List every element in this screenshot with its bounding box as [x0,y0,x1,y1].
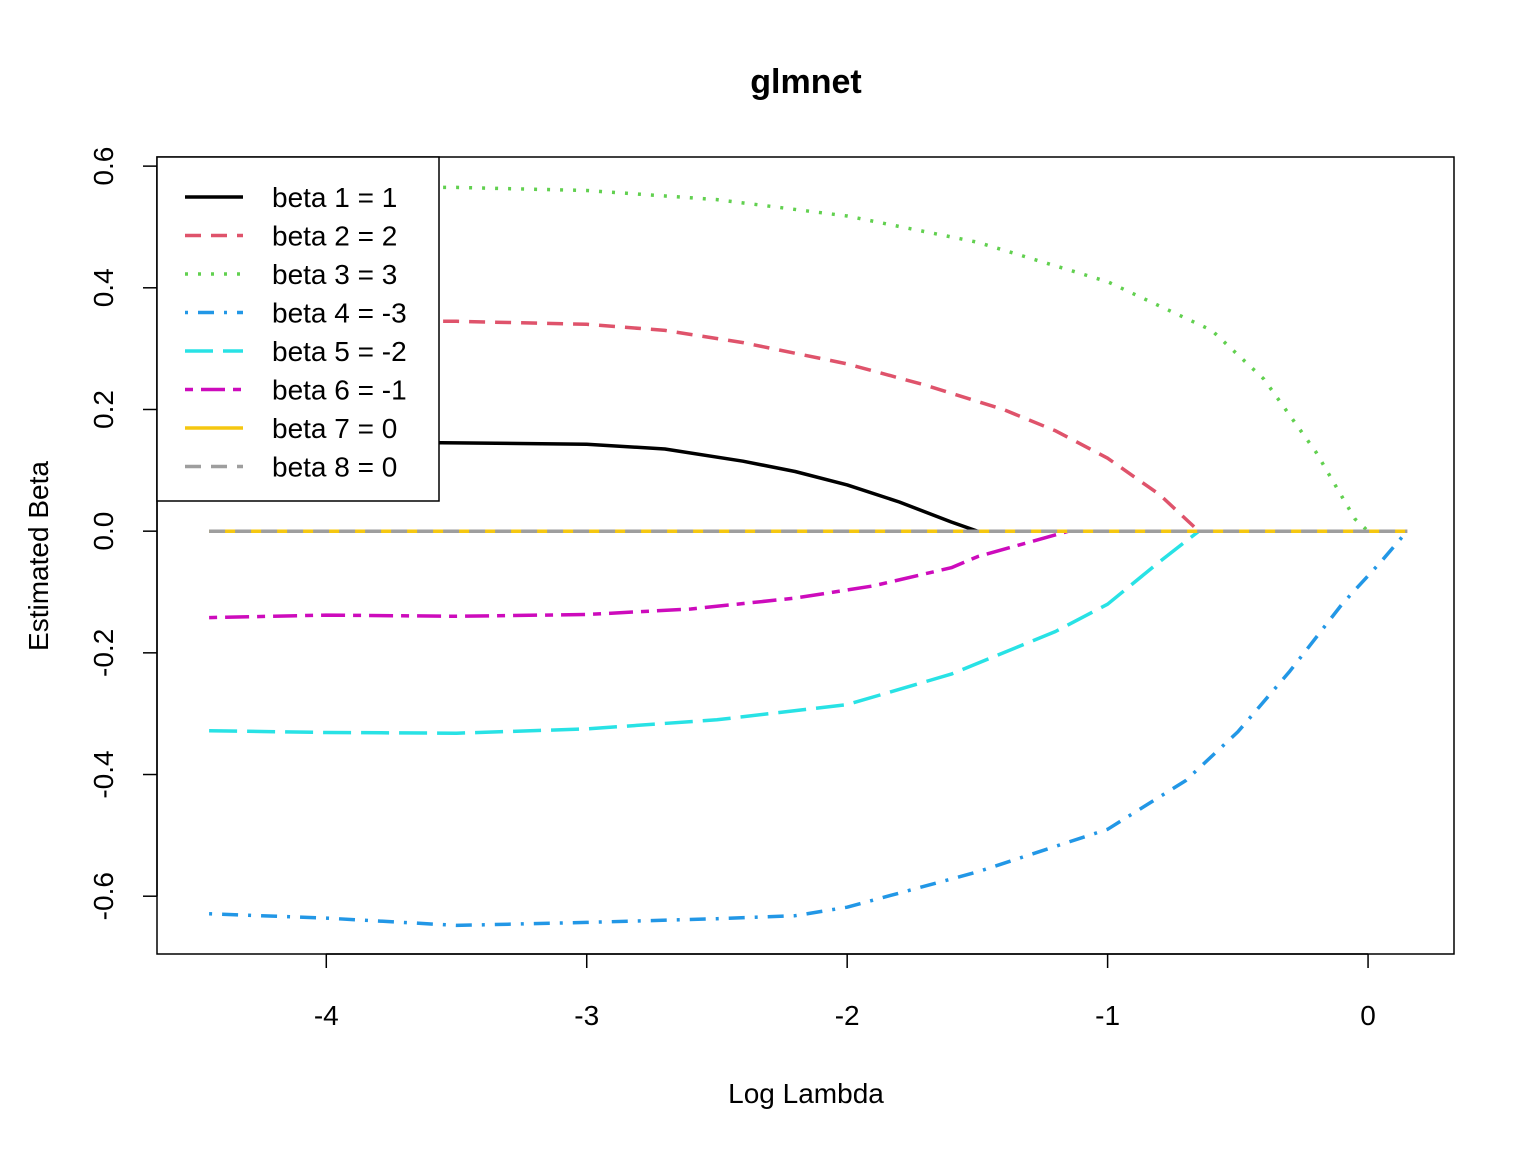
y-tick-label: 0.2 [88,390,119,429]
x-tick-label: -2 [835,1000,860,1031]
series-layer [209,185,1409,928]
legend-box [156,156,440,502]
y-tick-label: 0.0 [88,512,119,551]
legend-label-beta-8-0: beta 8 = 0 [272,452,397,483]
x-tick-label: -1 [1095,1000,1120,1031]
y-tick-label: 0.4 [88,268,119,307]
legend-label-beta-3-3: beta 3 = 3 [272,259,397,290]
x-tick-label: -3 [574,1000,599,1031]
x-axis: -4 -3 -2 -1 0 [314,953,1376,1031]
y-tick-label: -0.6 [88,872,119,920]
series-line-beta-4-3 [209,530,1409,928]
y-tick-label: 0.6 [88,147,119,186]
y-axis: -0.6 -0.4 -0.2 0.0 0.2 0.4 0.6 [88,147,158,920]
legend-label-beta-2-2: beta 2 = 2 [272,221,397,252]
legend-label-beta-1-1: beta 1 = 1 [272,182,397,213]
x-axis-label: Log Lambda [728,1078,884,1109]
y-axis-label: Estimated Beta [23,461,54,651]
series-line-beta-5-2 [209,529,1408,735]
legend: beta 1 = 1 beta 2 = 2 beta 3 = 3 beta 4 = -… [156,156,440,502]
y-tick-label: -0.4 [88,750,119,798]
x-tick-label: 0 [1360,1000,1376,1031]
legend-label-beta-4-3: beta 4 = -3 [272,298,407,329]
series-line-beta-2-2 [209,318,1408,533]
x-tick-label: -4 [314,1000,339,1031]
legend-label-beta-7-0: beta 7 = 0 [272,413,397,444]
y-tick-label: -0.2 [88,629,119,677]
series-line-beta-3-3 [209,185,1408,533]
series-line-beta-6-1 [209,529,1408,620]
legend-label-beta-5-2: beta 5 = -2 [272,336,407,367]
chart-title: glmnet [750,63,861,101]
legend-label-beta-6-1: beta 6 = -1 [272,375,407,406]
